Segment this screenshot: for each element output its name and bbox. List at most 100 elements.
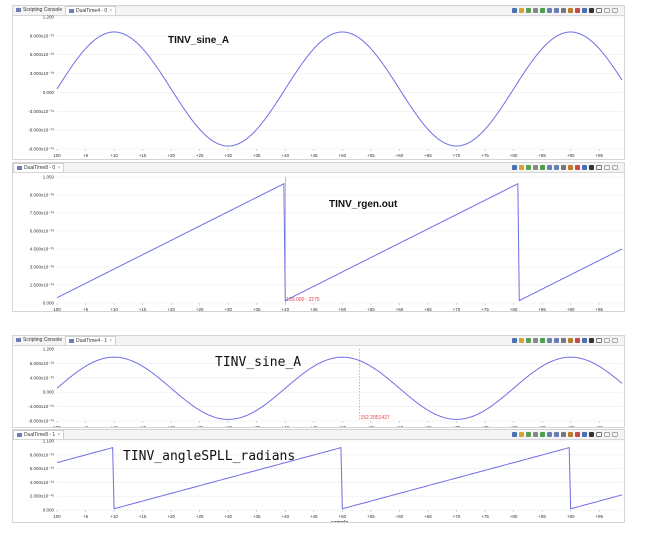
y-tick-label: 6.000x10⁻⁰¹ xyxy=(30,361,55,366)
tab-scripting-console[interactable]: Scripting Console xyxy=(13,6,65,15)
x-tick-label: +25 xyxy=(196,153,204,158)
settings-icon[interactable] xyxy=(561,8,566,13)
add-icon[interactable] xyxy=(540,165,545,170)
chart[interactable]: 1.100 8.000x10⁻⁰¹ 6.000x10⁻⁰¹ 4.000x10⁻⁰¹ 2.… xyxy=(13,430,625,523)
bars-icon[interactable] xyxy=(512,432,517,437)
minimize-icon[interactable] xyxy=(604,8,610,13)
chart[interactable]: 1.050 9.000x10⁻⁰¹ 7.500x10⁻⁰¹ 6.000x10⁻⁰¹ 4.… xyxy=(13,163,625,312)
plot-panel-1: Scripting Console DualTime4 - 0 × 1.200 9.… xyxy=(12,5,625,160)
tab-dualtime8-0[interactable]: DualTime8 - 0 × xyxy=(13,163,65,172)
pin-icon[interactable] xyxy=(519,8,524,13)
zoom-in-icon[interactable] xyxy=(547,165,552,170)
x-tick-label: +95 xyxy=(595,514,603,519)
bars-icon[interactable] xyxy=(512,8,517,13)
add-icon[interactable] xyxy=(540,8,545,13)
x-tick-label: +80 xyxy=(510,153,518,158)
series-line xyxy=(56,356,623,420)
zoom-out-icon[interactable] xyxy=(554,338,559,343)
chart-icon[interactable] xyxy=(575,8,580,13)
chart-icon[interactable] xyxy=(575,432,580,437)
save-icon[interactable] xyxy=(582,165,587,170)
chart[interactable]: 1.200 9.000x10⁻⁰¹ 6.000x10⁻⁰¹ 3.000x10⁻⁰¹ 0.… xyxy=(13,6,625,160)
tab-dualtime4-0[interactable]: DualTime4 - 0 × xyxy=(65,6,117,15)
plot-toolbar xyxy=(512,431,618,438)
lock-icon[interactable] xyxy=(589,165,594,170)
chart-icon[interactable] xyxy=(575,338,580,343)
x-tick-label: 100 xyxy=(53,514,61,519)
zoom-in-icon[interactable] xyxy=(547,338,552,343)
close-icon[interactable]: × xyxy=(57,165,61,171)
bars-icon[interactable] xyxy=(512,338,517,343)
x-tick-label: +35 xyxy=(253,153,261,158)
run-icon[interactable] xyxy=(526,432,531,437)
save-icon[interactable] xyxy=(582,8,587,13)
chart[interactable]: 1.200 6.000x10⁻⁰¹ 4.000x10⁻⁰¹ 0.000 -4.000x1… xyxy=(13,336,625,428)
x-tick-label: +20 xyxy=(167,425,175,428)
settings-icon[interactable] xyxy=(561,338,566,343)
add-icon[interactable] xyxy=(540,338,545,343)
x-tick-label: +75 xyxy=(481,514,489,519)
minimize-icon[interactable] xyxy=(604,338,610,343)
x-tick-label: +65 xyxy=(424,153,432,158)
maximize-icon[interactable] xyxy=(612,338,618,343)
dropdown-icon[interactable] xyxy=(533,165,538,170)
graph-icon xyxy=(69,338,74,343)
console-icon xyxy=(16,337,21,342)
menu-icon[interactable] xyxy=(596,8,602,13)
pen-icon[interactable] xyxy=(568,338,573,343)
x-tick-label: +5 xyxy=(83,307,89,312)
x-tick-label: +55 xyxy=(367,307,375,312)
zoom-out-icon[interactable] xyxy=(554,165,559,170)
zoom-in-icon[interactable] xyxy=(547,8,552,13)
menu-icon[interactable] xyxy=(596,432,602,437)
minimize-icon[interactable] xyxy=(604,165,610,170)
tab-dualtime8-1[interactable]: DualTime8 - 1 × xyxy=(13,430,65,439)
lock-icon[interactable] xyxy=(589,8,594,13)
x-tick-label: 100 xyxy=(53,425,61,428)
x-tick-label: +45 xyxy=(310,425,318,428)
close-icon[interactable]: × xyxy=(57,432,61,438)
maximize-icon[interactable] xyxy=(612,432,618,437)
x-tick-label: +60 xyxy=(396,153,404,158)
add-icon[interactable] xyxy=(540,432,545,437)
settings-icon[interactable] xyxy=(561,432,566,437)
pin-icon[interactable] xyxy=(519,165,524,170)
pin-icon[interactable] xyxy=(519,432,524,437)
pin-icon[interactable] xyxy=(519,338,524,343)
x-tick-label: +70 xyxy=(453,425,461,428)
menu-icon[interactable] xyxy=(596,338,602,343)
lock-icon[interactable] xyxy=(589,432,594,437)
x-tick-label: +65 xyxy=(424,307,432,312)
zoom-in-icon[interactable] xyxy=(547,432,552,437)
bars-icon[interactable] xyxy=(512,165,517,170)
close-icon[interactable]: × xyxy=(109,338,113,344)
run-icon[interactable] xyxy=(526,165,531,170)
tab-dualtime4-1[interactable]: DualTime4 - 1 × xyxy=(65,336,117,345)
menu-icon[interactable] xyxy=(596,165,602,170)
x-tick-label: +15 xyxy=(139,153,147,158)
y-tick-label: 3.000x10⁻⁰¹ xyxy=(30,265,55,270)
pen-icon[interactable] xyxy=(568,432,573,437)
lock-icon[interactable] xyxy=(589,338,594,343)
dropdown-icon[interactable] xyxy=(533,432,538,437)
close-icon[interactable]: × xyxy=(109,8,113,14)
minimize-icon[interactable] xyxy=(604,432,610,437)
dropdown-icon[interactable] xyxy=(533,338,538,343)
run-icon[interactable] xyxy=(526,8,531,13)
x-tick-label: +75 xyxy=(481,425,489,428)
save-icon[interactable] xyxy=(582,338,587,343)
save-icon[interactable] xyxy=(582,432,587,437)
settings-icon[interactable] xyxy=(561,165,566,170)
run-icon[interactable] xyxy=(526,338,531,343)
zoom-out-icon[interactable] xyxy=(554,8,559,13)
chart-icon[interactable] xyxy=(575,165,580,170)
x-tick-label: +60 xyxy=(396,514,404,519)
x-tick-label: +10 xyxy=(110,425,118,428)
dropdown-icon[interactable] xyxy=(533,8,538,13)
pen-icon[interactable] xyxy=(568,165,573,170)
zoom-out-icon[interactable] xyxy=(554,432,559,437)
maximize-icon[interactable] xyxy=(612,8,618,13)
maximize-icon[interactable] xyxy=(612,165,618,170)
pen-icon[interactable] xyxy=(568,8,573,13)
tab-scripting-console[interactable]: Scripting Console xyxy=(13,336,65,345)
